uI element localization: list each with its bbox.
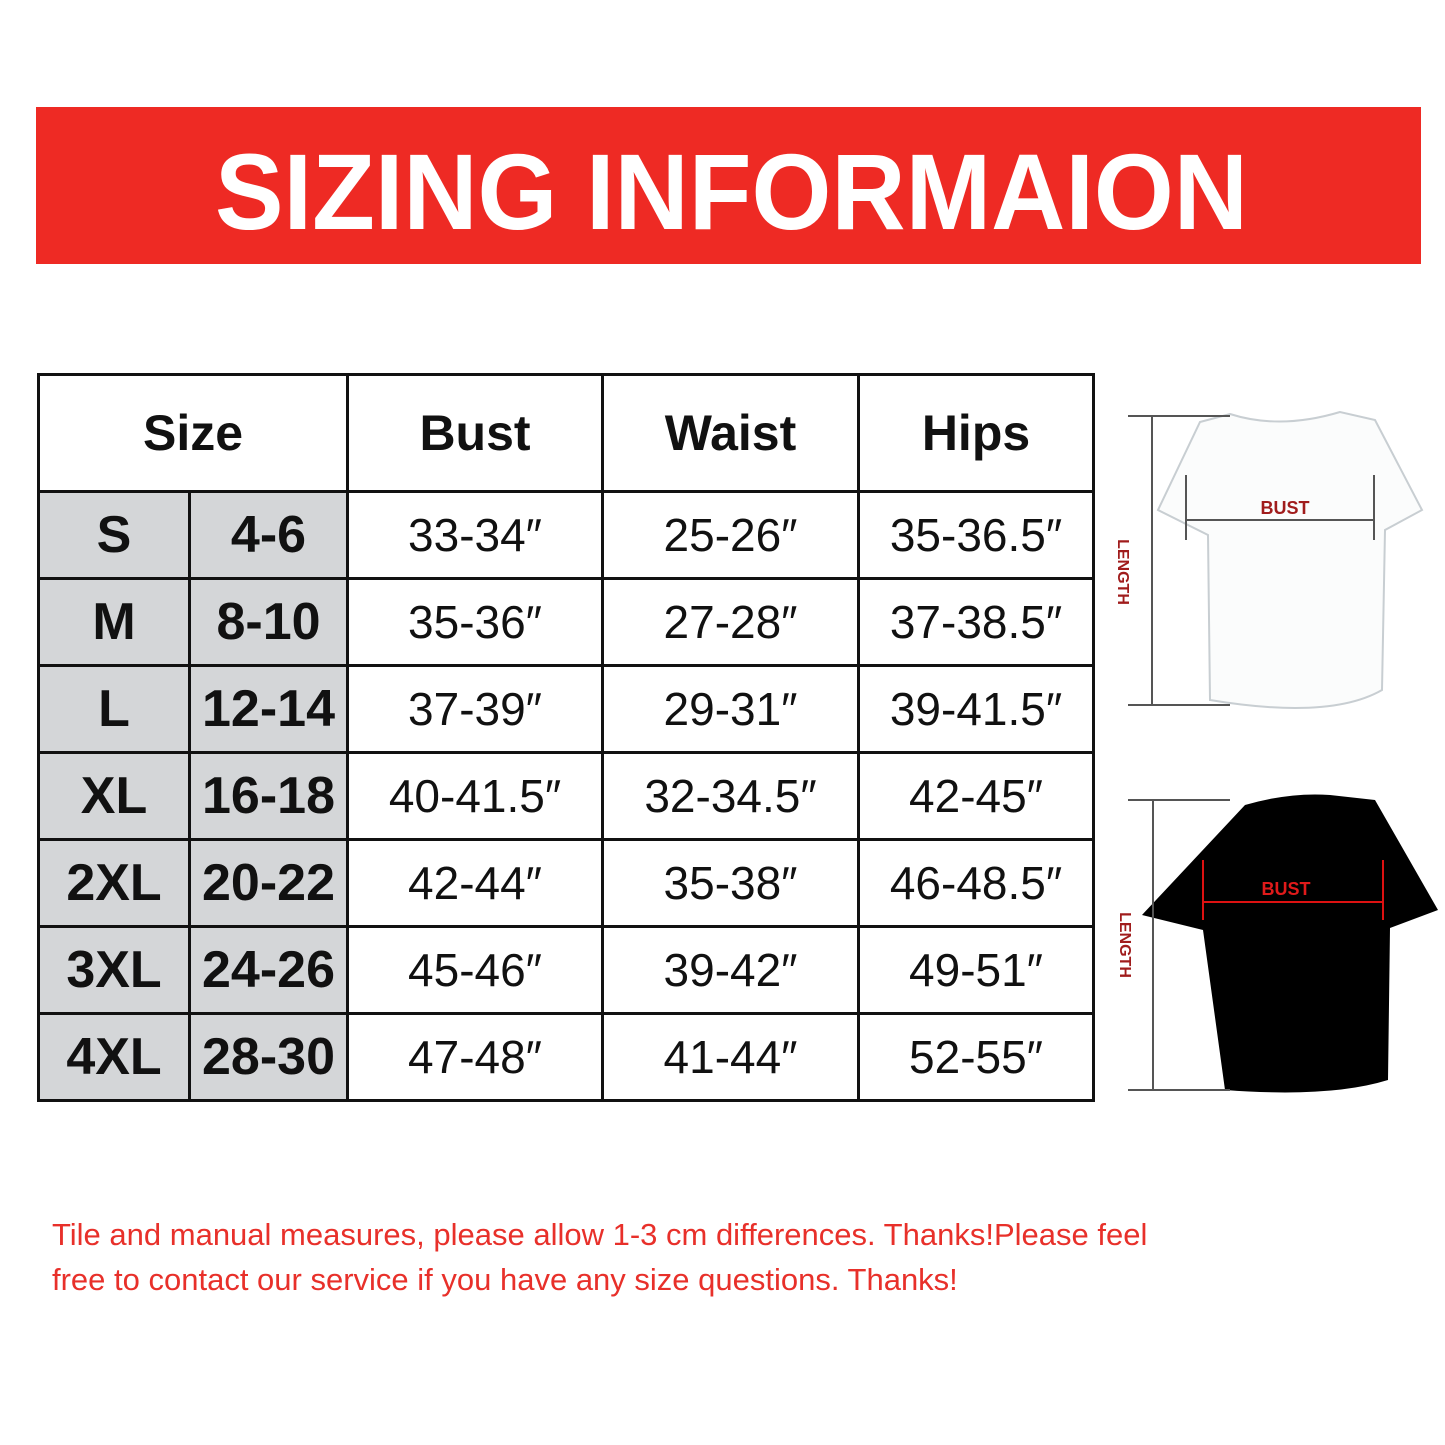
- header-waist: Waist: [601, 373, 860, 493]
- us-size: 8-10: [188, 577, 349, 667]
- size-label: 3XL: [37, 925, 191, 1015]
- hips-value: 49-51″: [857, 925, 1095, 1015]
- size-label: M: [37, 577, 191, 667]
- waist-value: 39-42″: [601, 925, 860, 1015]
- bust-value: 35-36″: [346, 577, 604, 667]
- bust-label: BUST: [1262, 879, 1311, 899]
- header-bust: Bust: [346, 373, 604, 493]
- us-size: 24-26: [188, 925, 349, 1015]
- bust-value: 40-41.5″: [346, 751, 604, 841]
- hips-value: 35-36.5″: [857, 490, 1095, 580]
- table-row: 4XL 28-30 47-48″ 41-44″ 52-55″: [37, 1012, 1095, 1102]
- bust-label: BUST: [1261, 498, 1310, 518]
- bust-value: 42-44″: [346, 838, 604, 928]
- size-label: S: [37, 490, 191, 580]
- size-label: 2XL: [37, 838, 191, 928]
- hips-value: 52-55″: [857, 1012, 1095, 1102]
- note-line-2: free to contact our service if you have …: [52, 1262, 958, 1297]
- header-size: Size: [37, 373, 349, 493]
- table-row: XL 16-18 40-41.5″ 32-34.5″ 42-45″: [37, 751, 1095, 841]
- hips-value: 37-38.5″: [857, 577, 1095, 667]
- length-label: LENGTH: [1114, 539, 1131, 605]
- waist-value: 27-28″: [601, 577, 860, 667]
- hips-value: 46-48.5″: [857, 838, 1095, 928]
- header-row: Size Bust Waist Hips: [37, 373, 1095, 493]
- us-size: 4-6: [188, 490, 349, 580]
- hips-value: 39-41.5″: [857, 664, 1095, 754]
- black-shirt-diagram: BUST LENGTH: [1116, 794, 1438, 1093]
- size-table: Size Bust Waist Hips S 4-6 33-34″ 25-26″ 35-…: [37, 373, 1095, 1102]
- waist-value: 41-44″: [601, 1012, 860, 1102]
- bust-value: 33-34″: [346, 490, 604, 580]
- table-row: M 8-10 35-36″ 27-28″ 37-38.5″: [37, 577, 1095, 667]
- note-line-1: Tile and manual measures, please allow 1…: [52, 1217, 1148, 1252]
- hips-value: 42-45″: [857, 751, 1095, 841]
- disclaimer-note: Tile and manual measures, please allow 1…: [52, 1212, 1352, 1302]
- waist-value: 35-38″: [601, 838, 860, 928]
- size-label: L: [37, 664, 191, 754]
- size-label: 4XL: [37, 1012, 191, 1102]
- table-row: 3XL 24-26 45-46″ 39-42″ 49-51″: [37, 925, 1095, 1015]
- title-svg: SIZING INFORMAION: [215, 131, 1248, 252]
- header-hips: Hips: [857, 373, 1095, 493]
- size-label: XL: [37, 751, 191, 841]
- waist-value: 29-31″: [601, 664, 860, 754]
- black-shirt-icon: [1142, 794, 1438, 1093]
- waist-value: 25-26″: [601, 490, 860, 580]
- us-size: 16-18: [188, 751, 349, 841]
- length-label: LENGTH: [1116, 912, 1133, 978]
- us-size: 28-30: [188, 1012, 349, 1102]
- title-banner: SIZING INFORMAION: [36, 107, 1421, 264]
- table-row: L 12-14 37-39″ 29-31″ 39-41.5″: [37, 664, 1095, 754]
- waist-value: 32-34.5″: [601, 751, 860, 841]
- us-size: 20-22: [188, 838, 349, 928]
- white-shirt-icon: [1156, 410, 1424, 709]
- white-shirt-diagram: BUST LENGTH: [1114, 410, 1424, 709]
- us-size: 12-14: [188, 664, 349, 754]
- bust-value: 45-46″: [346, 925, 604, 1015]
- bust-value: 37-39″: [346, 664, 604, 754]
- table-row: 2XL 20-22 42-44″ 35-38″ 46-48.5″: [37, 838, 1095, 928]
- table-row: S 4-6 33-34″ 25-26″ 35-36.5″: [37, 490, 1095, 580]
- page-title: SIZING INFORMAION: [215, 131, 1248, 252]
- bust-value: 47-48″: [346, 1012, 604, 1102]
